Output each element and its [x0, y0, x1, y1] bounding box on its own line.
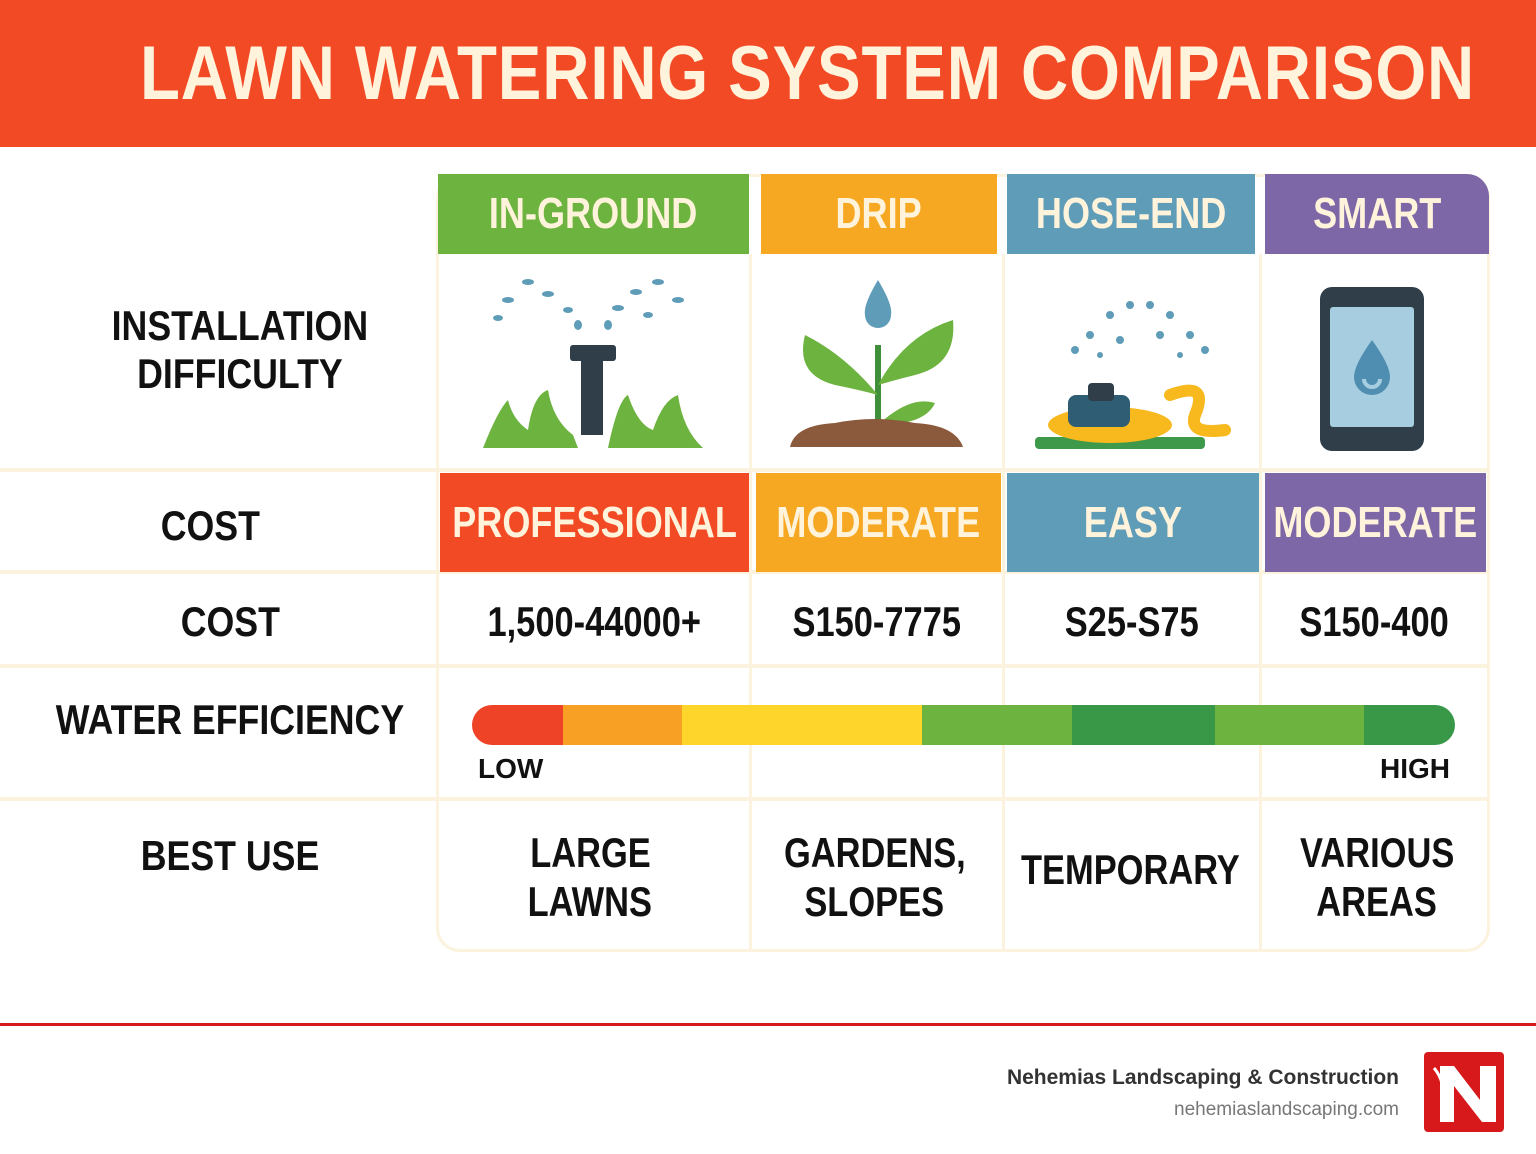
divider: [0, 468, 1490, 472]
efficiency-low-label: LOW: [478, 753, 544, 784]
row-label-installation-difficulty: INSTALLATION DIFFICULTY: [111, 301, 369, 397]
efficiency-scale-segment: [563, 705, 682, 745]
column-header-drip: DRIP: [761, 174, 997, 254]
column-header-smart: SMART: [1265, 174, 1489, 254]
sprinkler-icon: [483, 279, 703, 448]
plant-drip-icon: [790, 280, 963, 447]
efficiency-scale-segment: [1364, 705, 1455, 745]
best-use-in-ground: LARGE LAWNS: [527, 829, 653, 925]
divider: [1259, 254, 1262, 952]
divider: [749, 254, 752, 952]
row-label-cost-range: COST: [180, 597, 280, 645]
company-name: Nehemias Landscaping & Construction: [1006, 1066, 1399, 1089]
efficiency-scale-segment: [1072, 705, 1215, 745]
logo-n-leaf-icon: [1432, 1066, 1496, 1122]
row-label-best-use: BEST USE: [140, 831, 320, 879]
divider: [0, 664, 1490, 668]
best-use-drip: GARDENS, SLOPES: [783, 829, 966, 925]
efficiency-scale-segment: [1215, 705, 1364, 745]
company-website[interactable]: nehemiaslandscaping.com: [1174, 1099, 1399, 1120]
difficulty-hose-end: EASY: [1007, 473, 1259, 572]
best-use-smart: VARIOUS AREAS: [1299, 829, 1455, 925]
efficiency-scale-segment: [472, 705, 563, 745]
cost-in-ground: 1,500-44000+: [487, 597, 702, 645]
divider: [0, 797, 1490, 801]
title-banner: [0, 0, 1536, 147]
smartphone-water-icon: [1320, 287, 1424, 451]
column-header-in-ground: IN-GROUND: [438, 174, 749, 254]
cost-smart: S150-400: [1299, 597, 1449, 645]
best-use-hose-end: TEMPORARY: [1020, 845, 1240, 893]
efficiency-scale-segment: [682, 705, 922, 745]
divider: [0, 570, 1490, 574]
difficulty-smart: MODERATE: [1265, 473, 1486, 572]
difficulty-drip: MODERATE: [756, 473, 1001, 572]
cost-drip: S150-7775: [792, 597, 962, 645]
company-logo: [1424, 1052, 1504, 1132]
column-header-hose-end: HOSE-END: [1007, 174, 1255, 254]
cost-hose-end: S25-S75: [1064, 597, 1200, 645]
page-title: LAWN WATERING SYSTEM COMPARISON: [140, 31, 1476, 116]
efficiency-high-label: HIGH: [1380, 753, 1450, 784]
hose-sprinkler-icon: [1035, 301, 1231, 449]
row-label-water-efficiency: WATER EFFICIENCY: [55, 695, 405, 743]
footer-divider: [0, 1023, 1536, 1026]
water-efficiency-scale: [472, 705, 1455, 745]
efficiency-scale-segment: [922, 705, 1072, 745]
divider: [1002, 254, 1005, 952]
row-label-cost: COST: [160, 501, 260, 549]
difficulty-in-ground: PROFESSIONAL: [440, 473, 749, 572]
